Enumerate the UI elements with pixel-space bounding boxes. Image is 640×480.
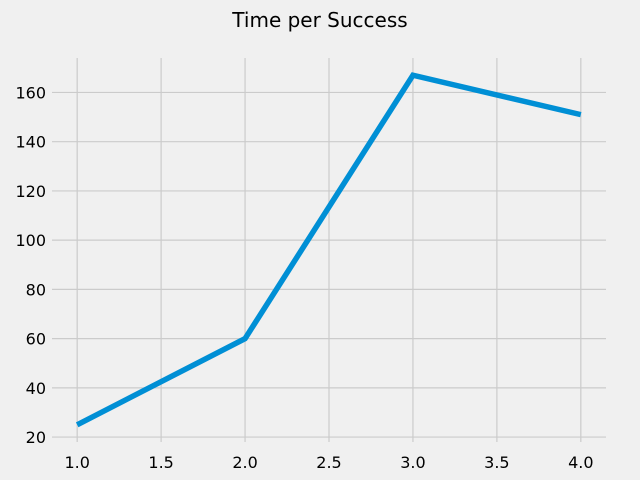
series-layer <box>75 72 582 428</box>
y-tick-label: 40 <box>26 379 46 398</box>
x-tick-label: 4.0 <box>568 453 593 472</box>
y-tick-label: 140 <box>15 133 46 152</box>
x-tick-label: 2.0 <box>232 453 257 472</box>
series-line <box>75 72 582 428</box>
x-tick-label: 1.5 <box>148 453 173 472</box>
y-tick-label: 20 <box>26 428 46 447</box>
y-tick-label: 160 <box>15 83 46 102</box>
y-tick-label: 100 <box>15 231 46 250</box>
chart-title: Time per Success <box>231 8 407 32</box>
x-tick-label: 2.5 <box>316 453 341 472</box>
x-axis: 1.0 1.5 2.0 2.5 3.0 3.5 4.0 <box>64 453 593 472</box>
x-tick-label: 1.0 <box>64 453 89 472</box>
y-axis: 20 40 60 80 100 120 140 160 <box>15 83 46 447</box>
x-tick-label: 3.5 <box>484 453 509 472</box>
y-tick-label: 60 <box>26 330 46 349</box>
y-tick-label: 120 <box>15 182 46 201</box>
x-tick-label: 3.0 <box>400 453 425 472</box>
y-tick-label: 80 <box>26 280 46 299</box>
